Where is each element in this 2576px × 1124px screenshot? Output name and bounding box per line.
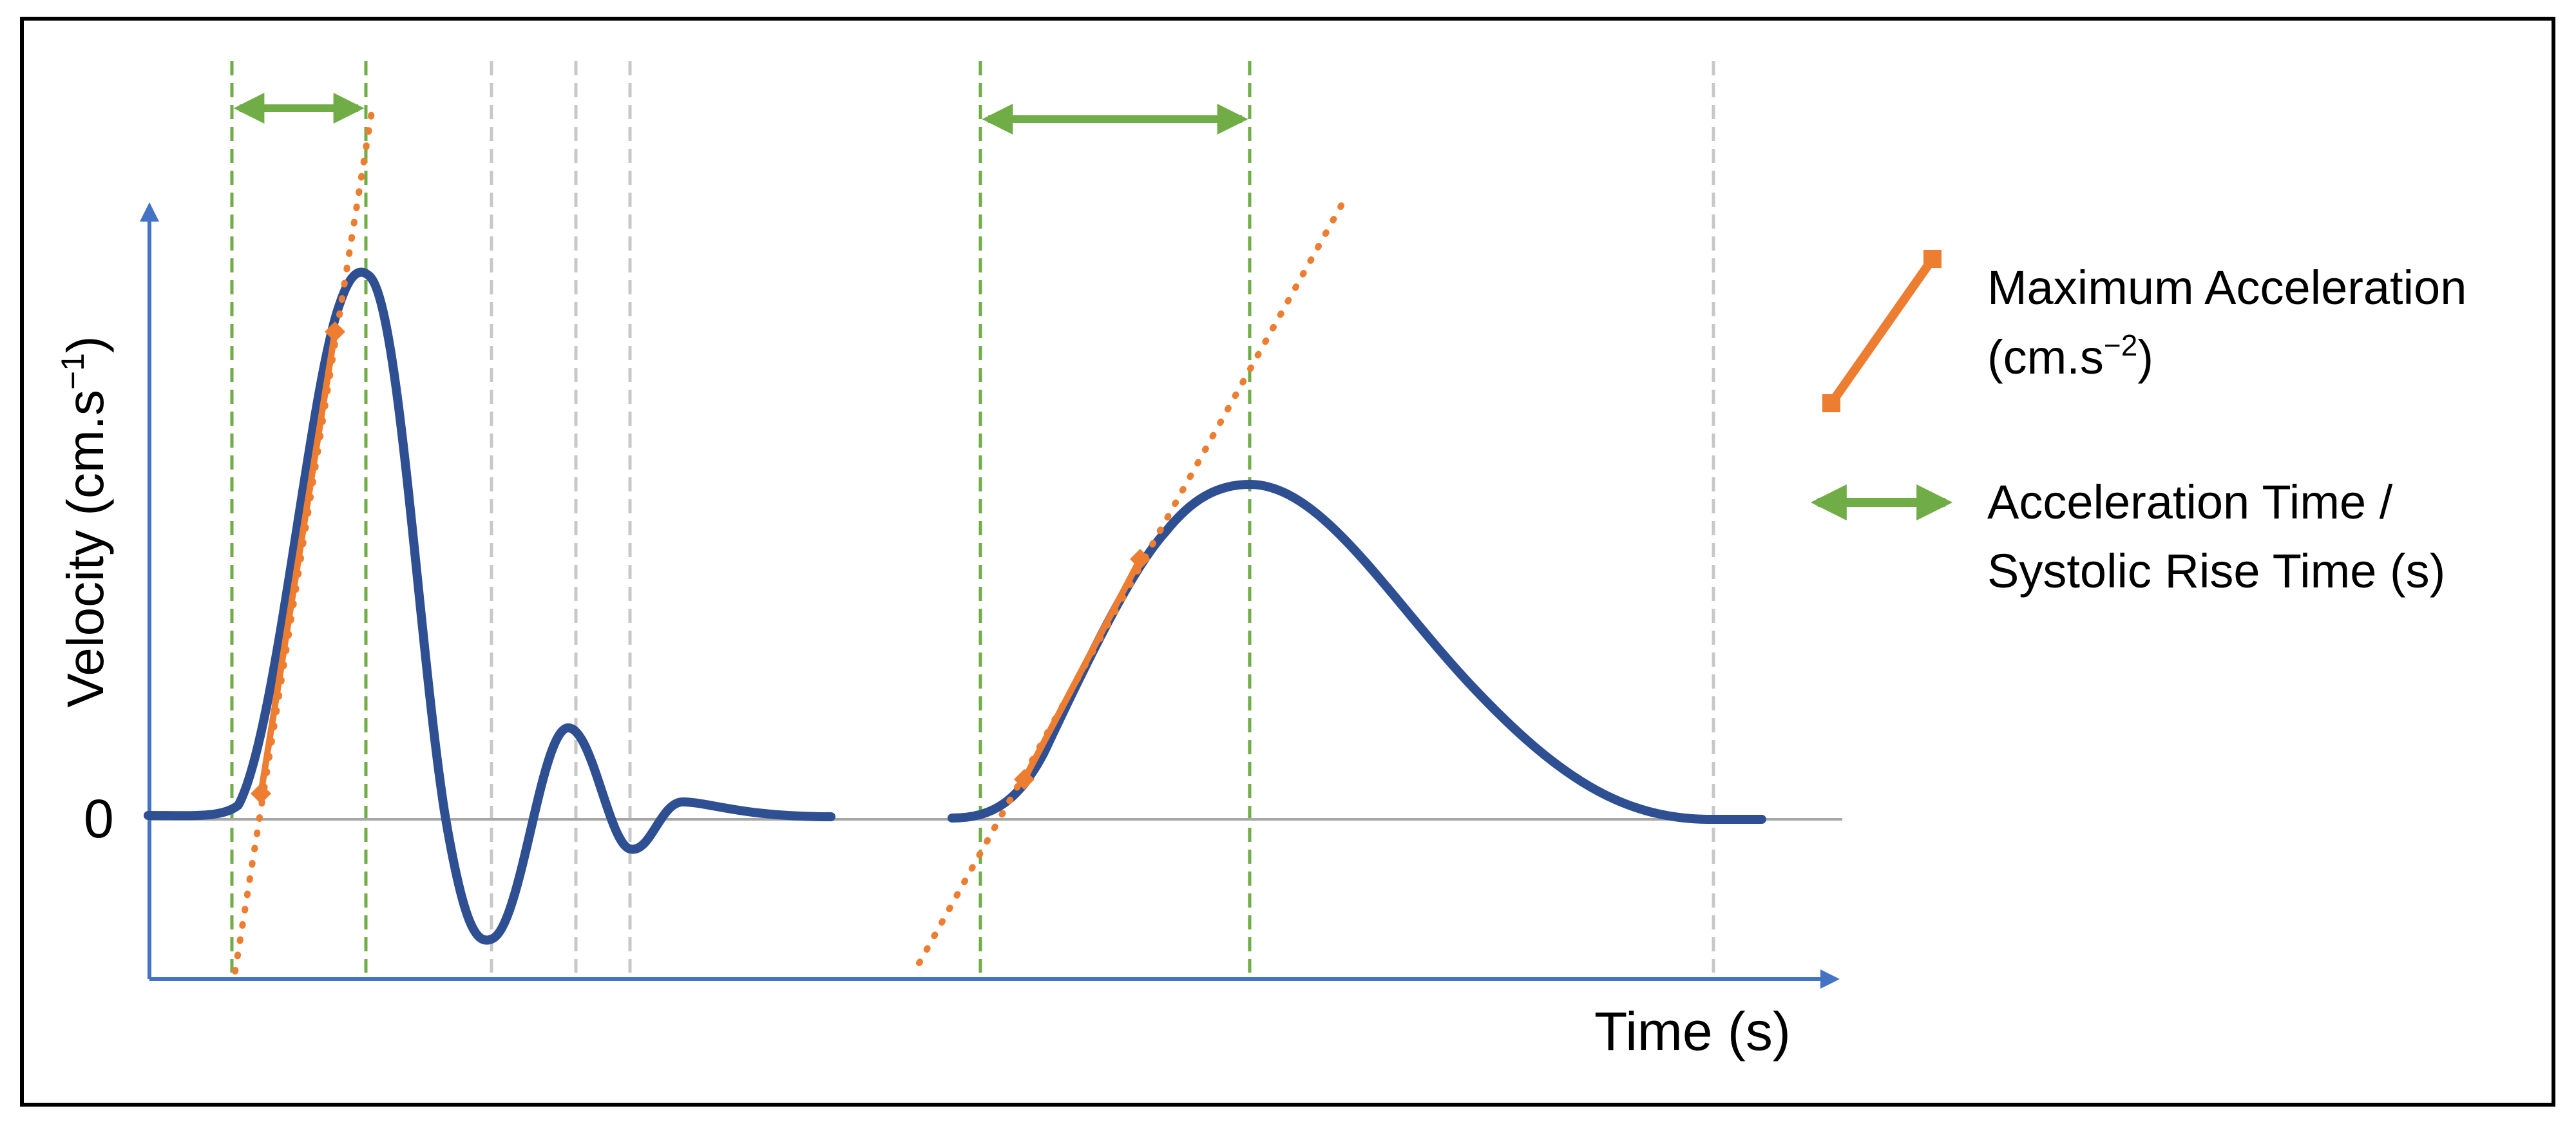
y-axis-label-text: Velocity (cm.s — [57, 390, 114, 707]
waveform-high-resistance — [144, 267, 835, 945]
marker-right-low — [1014, 769, 1035, 790]
legend: Maximum Acceleration (cm.s−2) Accelerati… — [1810, 250, 2466, 598]
zero-label: 0 — [84, 788, 114, 849]
legend-acceleration-line2: (cm.s−2) — [1987, 329, 2153, 384]
legend-time: Acceleration Time / Systolic Rise Time (… — [1810, 475, 2445, 598]
figure-border — [20, 17, 2555, 1107]
max-accel-segment-right — [1021, 556, 1143, 783]
legend-time-line2: Systolic Rise Time (s) — [1987, 544, 2445, 598]
marker-left-high — [325, 321, 345, 342]
y-axis-label: Velocity (cm.s−1) — [55, 336, 114, 707]
legend-time-line1: Acceleration Time / — [1987, 475, 2393, 529]
marker-left-low — [251, 783, 271, 804]
y-axis-label-close: ) — [57, 336, 114, 353]
max-acceleration-markers — [251, 321, 1150, 804]
max-acceleration-segments — [258, 329, 1143, 797]
max-accel-segment-left — [258, 329, 338, 797]
marker-right-high — [1130, 549, 1150, 569]
x-axis-label: Time (s) — [1594, 1001, 1791, 1062]
legend-acceleration-line2-close: ) — [2137, 330, 2153, 384]
legend-acceleration-line1: Maximum Acceleration — [1987, 261, 2466, 314]
legend-acceleration: Maximum Acceleration (cm.s−2) — [1822, 250, 2466, 412]
legend-acceleration-line2-text: (cm.s — [1987, 330, 2104, 384]
legend-acceleration-line2-sup: −2 — [2104, 329, 2137, 362]
y-axis-label-sup: −1 — [55, 353, 91, 390]
orange-line-icon — [1822, 250, 1942, 412]
waveform-low-resistance — [948, 480, 1766, 824]
